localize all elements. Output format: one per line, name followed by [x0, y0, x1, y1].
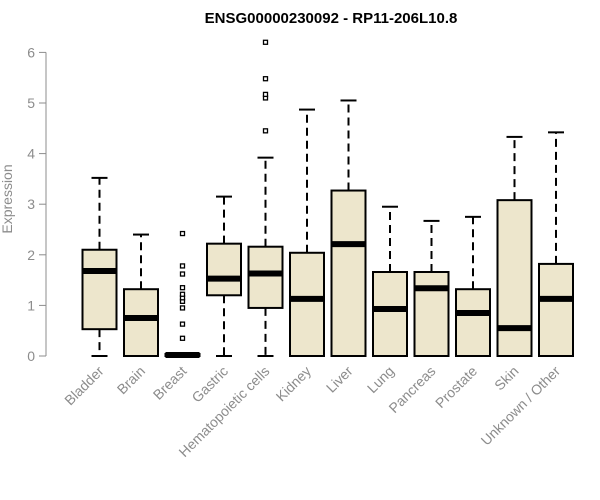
box-iqr — [81, 248, 118, 331]
outlier-point — [179, 271, 186, 277]
box-iqr — [330, 189, 367, 357]
box-group — [496, 135, 533, 357]
box-group — [372, 205, 408, 357]
outlier-point — [179, 285, 186, 291]
y-tick-label: 2 — [27, 247, 35, 263]
x-tick-label: Liver — [323, 363, 356, 396]
box-group — [330, 99, 367, 357]
x-tick-label: Brain — [114, 363, 148, 397]
x-tick-label: Skin — [491, 363, 522, 394]
box-group — [164, 230, 201, 358]
y-tick-label: 3 — [27, 196, 35, 212]
y-tick-label: 6 — [27, 44, 35, 60]
x-tick-label: Bladder — [61, 363, 107, 409]
box-iqr — [413, 271, 450, 357]
outlier-point — [179, 335, 186, 341]
box-group — [455, 215, 491, 358]
outlier-point — [262, 91, 269, 98]
outlier-point — [179, 305, 186, 311]
box-iqr — [372, 271, 408, 357]
outlier-point — [179, 263, 186, 269]
chart-title: ENSG00000230092 - RP11-206L10.8 — [205, 10, 458, 27]
box-group — [247, 39, 284, 357]
y-tick-label: 1 — [27, 297, 35, 313]
box-group — [289, 108, 325, 357]
box-group — [81, 176, 118, 357]
box-group — [123, 233, 159, 358]
outlier-point — [179, 291, 186, 297]
box-iqr — [496, 199, 533, 357]
outlier-point — [262, 128, 269, 134]
boxes-layer — [81, 39, 574, 358]
box-iqr — [123, 288, 159, 358]
x-tick-label: Unknown / Other — [478, 363, 564, 449]
y-axis-label: Expression — [0, 164, 15, 233]
outlier-point — [262, 39, 269, 45]
box-iqr — [455, 288, 491, 358]
box-iqr — [289, 251, 325, 357]
box-iqr — [247, 245, 284, 309]
y-tick-label: 0 — [27, 348, 35, 364]
box-iqr — [538, 262, 574, 357]
outlier-point — [179, 230, 186, 237]
y-tick-label: 4 — [27, 146, 35, 162]
x-tick-label: Breast — [150, 363, 190, 403]
box-group — [538, 131, 574, 357]
box-group — [206, 195, 242, 357]
x-tick-label: Lung — [364, 363, 397, 396]
y-tick-label: 5 — [27, 95, 35, 111]
box-iqr — [206, 242, 242, 297]
box-group — [413, 219, 450, 357]
outlier-point — [179, 321, 186, 327]
x-tick-label: Prostate — [432, 363, 480, 411]
outlier-point — [262, 76, 269, 82]
x-tick-label: Kidney — [273, 363, 315, 405]
y-axis: 0 1 2 3 4 5 6 — [27, 44, 47, 364]
